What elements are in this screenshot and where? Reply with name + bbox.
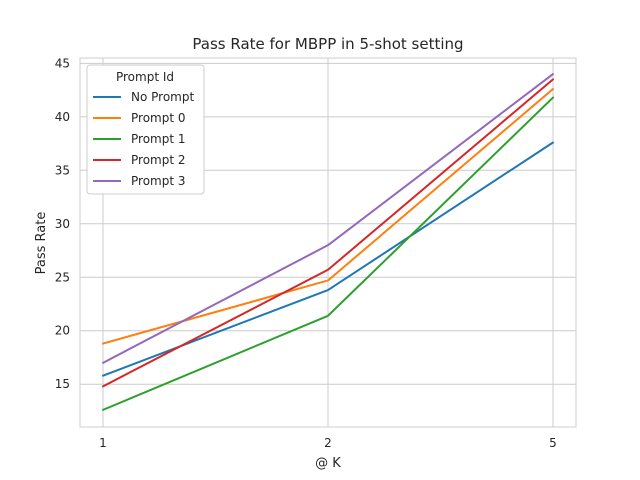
legend-title: Prompt Id (116, 70, 174, 84)
y-tick-label: 35 (55, 163, 70, 177)
y-axis-label: Pass Rate (34, 212, 49, 275)
legend-label: Prompt 1 (131, 132, 186, 146)
series-line-4 (102, 73, 554, 364)
legend-label: Prompt 2 (131, 153, 186, 167)
legend-label: Prompt 0 (131, 111, 186, 125)
x-axis-label: @ K (315, 456, 341, 471)
series-line-3 (102, 78, 554, 388)
x-tick-label: 5 (549, 436, 557, 450)
legend-label: Prompt 3 (131, 174, 186, 188)
plot-frame (79, 57, 577, 428)
y-tick-label: 40 (55, 110, 70, 124)
series-line-2 (102, 96, 554, 411)
x-tick-label: 2 (324, 436, 332, 450)
y-tick-label: 20 (55, 324, 70, 338)
legend: Prompt Id No Prompt Prompt 0 Prompt 1 Promp… (86, 64, 205, 195)
x-axis-ticks: 1 2 5 (99, 436, 557, 450)
y-axis-ticks: 15 20 25 30 35 40 45 (55, 56, 70, 391)
x-tick-label: 1 (99, 436, 107, 450)
legend-items: No Prompt Prompt 0 Prompt 1 Prompt 2 Prompt … (93, 90, 194, 188)
y-tick-label: 45 (55, 56, 70, 70)
legend-label: No Prompt (131, 90, 194, 104)
y-tick-label: 15 (55, 377, 70, 391)
y-tick-label: 25 (55, 270, 70, 284)
y-tick-label: 30 (55, 217, 70, 231)
chart-title: Pass Rate for MBPP in 5-shot setting (192, 35, 463, 53)
series-lines (102, 73, 554, 411)
